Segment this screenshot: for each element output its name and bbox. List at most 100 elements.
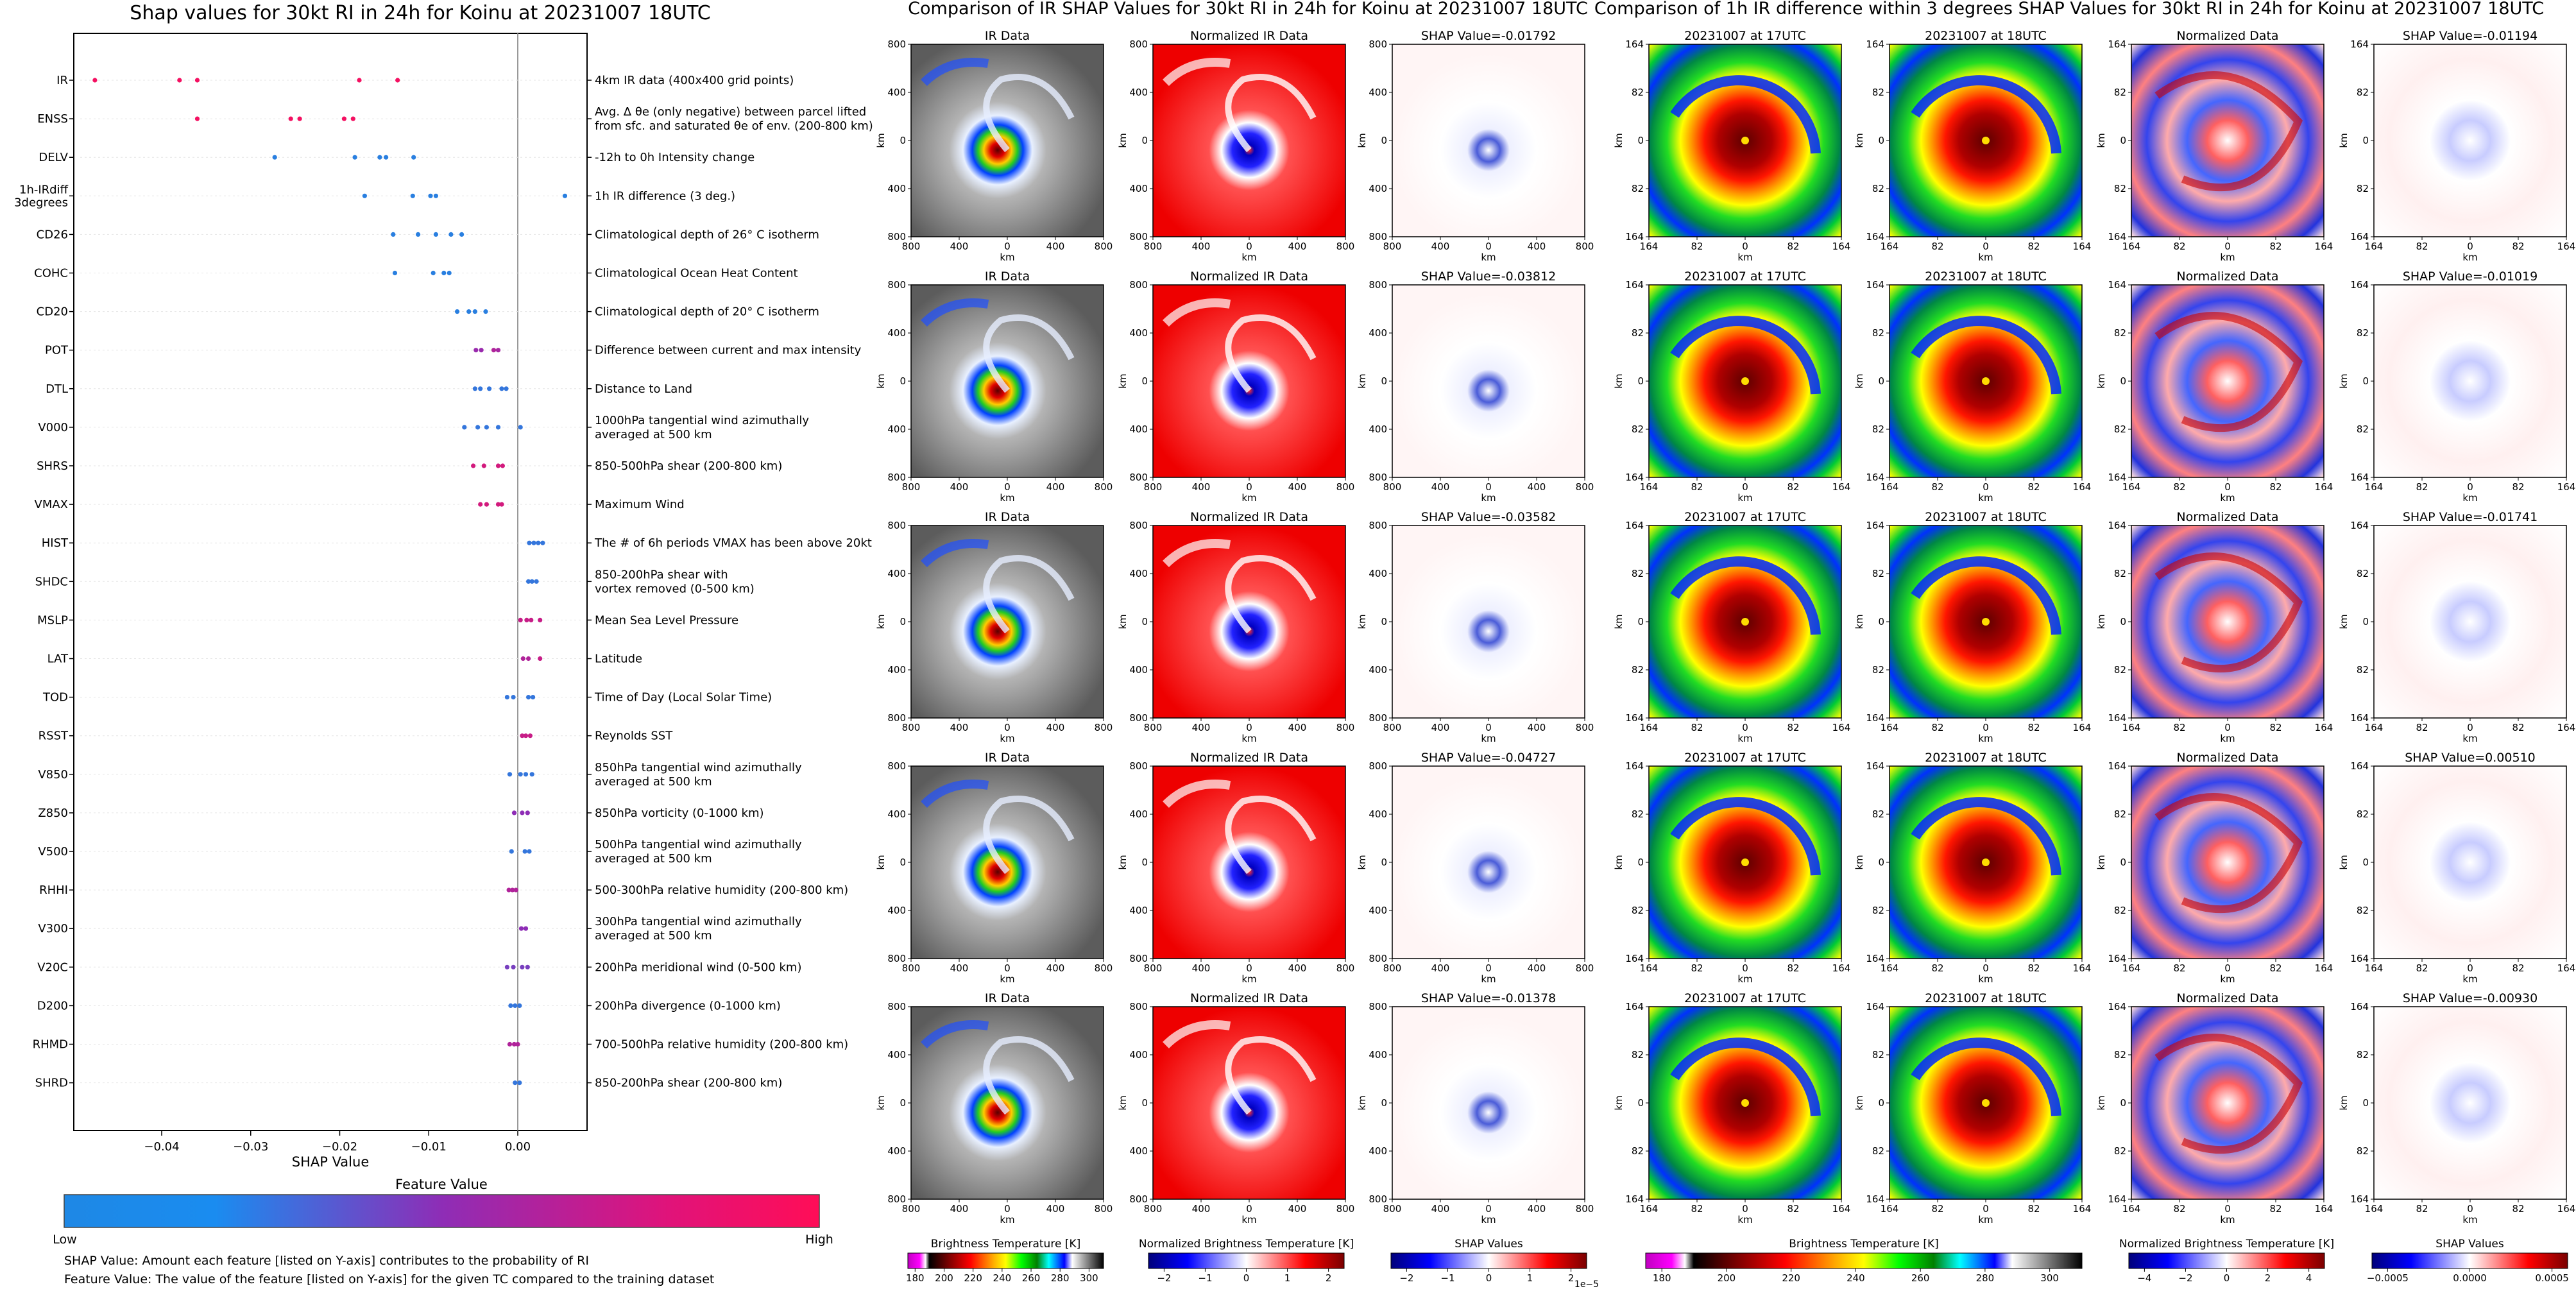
x-tick-label: 0 xyxy=(1983,962,1989,974)
y-axis-label: km xyxy=(1356,1095,1368,1110)
x-tick-label: 82 xyxy=(2173,1203,2185,1215)
y-tick-label: 164 xyxy=(1625,279,1644,291)
y-tick-label: 400 xyxy=(887,183,906,194)
x-axis-label: km xyxy=(1978,733,1993,744)
colorbar-tick-label: 0.0000 xyxy=(2453,1272,2487,1284)
colorbar-tick-label: 1 xyxy=(1527,1272,1533,1284)
colorbar-tick-label: 200 xyxy=(1718,1272,1736,1284)
y-tick-label: 82 xyxy=(2114,568,2126,579)
y-tick-label: 0 xyxy=(2120,616,2126,627)
panel-r2-c6: Normalized Data1641648282008282164164kmk… xyxy=(2095,269,2333,504)
panel-title: Normalized IR Data xyxy=(1190,751,1308,765)
x-tick-label: 800 xyxy=(1144,1203,1163,1215)
y-tick-label: 800 xyxy=(887,231,906,243)
panel-title: Normalized Data xyxy=(2176,29,2278,43)
panel-title: Normalized Data xyxy=(2176,269,2278,284)
shap-point xyxy=(562,193,568,198)
y-tick-label: 164 xyxy=(1866,712,1884,724)
panel-r3-c7: SHAP Value=-0.01741164164828200828216416… xyxy=(2338,510,2575,744)
y-tick-label: 0 xyxy=(900,616,906,627)
panel-title: SHAP Value=-0.04727 xyxy=(1421,751,1556,765)
x-axis-label: km xyxy=(2220,973,2235,985)
y-tick-label: 800 xyxy=(1369,760,1387,772)
x-tick-label: 82 xyxy=(1931,962,1943,974)
shap-point xyxy=(357,78,362,83)
y-tick-label: 82 xyxy=(2114,1049,2126,1061)
panel-title: SHAP Value=-0.00930 xyxy=(2403,991,2538,1005)
footnote-feature-value: Feature Value: The value of the feature … xyxy=(64,1272,714,1286)
panel-title: IR Data xyxy=(985,29,1030,43)
bottom-colorbars: Brightness Temperature [K]180 200 220 240 26… xyxy=(906,1238,2569,1289)
panel-title: Normalized IR Data xyxy=(1190,269,1308,284)
shap-point xyxy=(483,309,488,314)
panel-title: Normalized Data xyxy=(2176,991,2278,1005)
y-tick-label: 0 xyxy=(1141,616,1148,627)
panel-r5-c6: Normalized Data1641648282008282164164kmk… xyxy=(2095,991,2333,1225)
storm-eye xyxy=(1741,618,1749,626)
y-tick-label: 164 xyxy=(2108,231,2126,243)
x-axis-label: km xyxy=(1000,252,1014,263)
storm-eye xyxy=(1741,858,1749,866)
colorbar-ramp xyxy=(907,1252,1104,1269)
y-tick-label: 82 xyxy=(1632,183,1644,194)
y-tick-label: 400 xyxy=(1129,327,1148,339)
x-tick-label: 800 xyxy=(1383,241,1402,252)
x-tick-label: −0.01 xyxy=(411,1140,447,1154)
colorbar-tick-label: 260 xyxy=(1022,1272,1041,1284)
x-tick-label: 400 xyxy=(950,481,969,493)
x-tick-label: 0 xyxy=(1004,722,1011,733)
shap-point xyxy=(478,502,483,507)
feature-value-colorbar xyxy=(64,1194,820,1228)
y-tick-label: 0 xyxy=(1637,857,1644,868)
x-tick-label: 0.00 xyxy=(505,1140,531,1154)
x-tick-label: 0 xyxy=(1004,962,1011,974)
feature-name-label: D200 xyxy=(37,999,68,1012)
shap-point xyxy=(495,502,501,507)
y-tick-label: 800 xyxy=(1369,520,1387,531)
x-tick-label: 82 xyxy=(2269,962,2282,974)
shap-point xyxy=(517,1003,522,1008)
y-tick-label: 164 xyxy=(2350,472,2369,483)
y-tick-label: 0 xyxy=(1381,616,1387,627)
panel-title: 20231007 at 17UTC xyxy=(1684,510,1806,524)
colorbar-low-label: Low xyxy=(53,1233,76,1247)
colorbar-tick-label: 2 xyxy=(2265,1272,2271,1284)
shap-point xyxy=(462,425,467,430)
y-tick-label: 800 xyxy=(1129,279,1148,291)
colorbar-title: Brightness Temperature [K] xyxy=(1789,1238,1938,1251)
footnote-shap-value: SHAP Value: Amount each feature [listed … xyxy=(64,1254,589,1268)
y-tick-label: 800 xyxy=(1369,38,1387,50)
shap-summary-chart: Shap values for 30kt RI in 24h for Koinu… xyxy=(14,2,873,1286)
x-tick-label: 164 xyxy=(2365,722,2384,733)
x-tick-label: 400 xyxy=(1046,241,1065,252)
colorbar-tick-label: 2 xyxy=(1568,1272,1574,1284)
storm-eye xyxy=(1982,377,1990,385)
x-tick-label: 82 xyxy=(1787,722,1799,733)
panel-r1-c2: Normalized IR Data8008004004000040040080… xyxy=(1117,29,1354,263)
x-tick-label: −0.02 xyxy=(322,1140,357,1154)
y-axis-label: km xyxy=(1117,614,1129,629)
colorbar-tick-label: −2 xyxy=(2178,1272,2192,1284)
y-tick-label: 800 xyxy=(1369,953,1387,964)
y-axis-label: km xyxy=(2338,614,2350,629)
x-tick-label: 82 xyxy=(2512,962,2524,974)
x-tick-label: 82 xyxy=(2173,241,2185,252)
panel-title: SHAP Value=-0.03582 xyxy=(1421,510,1556,524)
panel-r1-c5: 20231007 at 18UTC1641648282008282164164k… xyxy=(1854,29,2091,263)
x-axis-label: km xyxy=(1737,973,1752,985)
cloud-band xyxy=(983,796,1075,875)
y-tick-label: 164 xyxy=(2108,953,2126,964)
x-tick-label: 164 xyxy=(2315,481,2333,493)
shap-point xyxy=(520,964,525,969)
colorbar-tick-label: −0.0005 xyxy=(2367,1272,2409,1284)
y-tick-label: 0 xyxy=(900,1097,906,1109)
y-tick-label: 800 xyxy=(887,38,906,50)
x-tick-label: 0 xyxy=(1246,241,1252,252)
x-tick-label: 0 xyxy=(1004,241,1011,252)
panel-image-zshap xyxy=(2374,285,2566,477)
feature-description-label: Avg. Δ θe (only negative) between parcel… xyxy=(595,105,866,119)
x-tick-label: 400 xyxy=(950,241,969,252)
x-tick-label: 0 xyxy=(2224,962,2231,974)
y-tick-label: 164 xyxy=(2108,1193,2126,1205)
feature-row-v20c: V20C 200hPa meridional wind (0-500 km) xyxy=(37,960,801,974)
